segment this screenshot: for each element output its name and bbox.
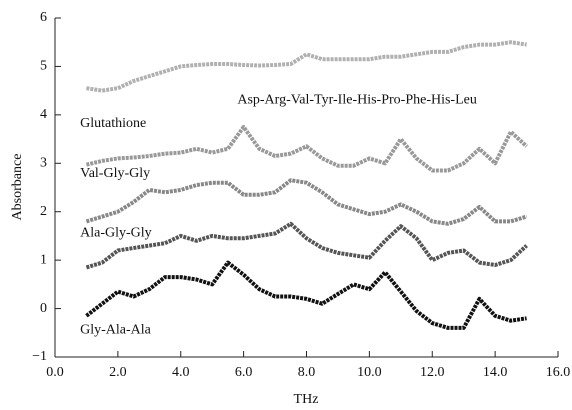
series-line [86,40,527,93]
x-tick-label: 6.0 [235,365,253,380]
x-tick-label: 0.0 [46,365,64,380]
x-tick-label: 10.0 [357,365,382,380]
y-tick-label: 1 [40,252,47,267]
series-line [85,260,527,330]
x-tick-label: 8.0 [298,365,316,380]
series-label: Glutathione [80,116,146,131]
y-tick-label: 4 [40,107,47,122]
series-line [85,178,528,226]
series-label: Gly-Ala-Ala [80,323,152,338]
series-line [85,125,528,173]
x-tick-label: 2.0 [109,365,127,380]
y-tick-label: 5 [40,59,47,74]
x-tick-label: 12.0 [420,365,445,380]
y-tick-label: 6 [40,10,47,25]
x-axis-label: THz [294,392,319,407]
series-label: Val-Gly-Gly [80,166,150,181]
y-tick-label: 0 [40,301,47,316]
x-tick-label: 16.0 [546,365,571,380]
x-tick-label: 14.0 [483,365,508,380]
x-tick-label: 4.0 [172,365,190,380]
series-line [85,221,528,270]
y-tick-label: −1 [32,349,47,364]
y-tick-label: 2 [40,204,47,219]
y-tick-label: 3 [40,156,47,171]
series-label: Asp-Arg-Val-Tyr-Ile-His-Pro-Phe-His-Leu [237,93,477,108]
series-label: Ala-Gly-Gly [80,226,152,241]
y-axis-label: Absorbance [10,154,25,221]
